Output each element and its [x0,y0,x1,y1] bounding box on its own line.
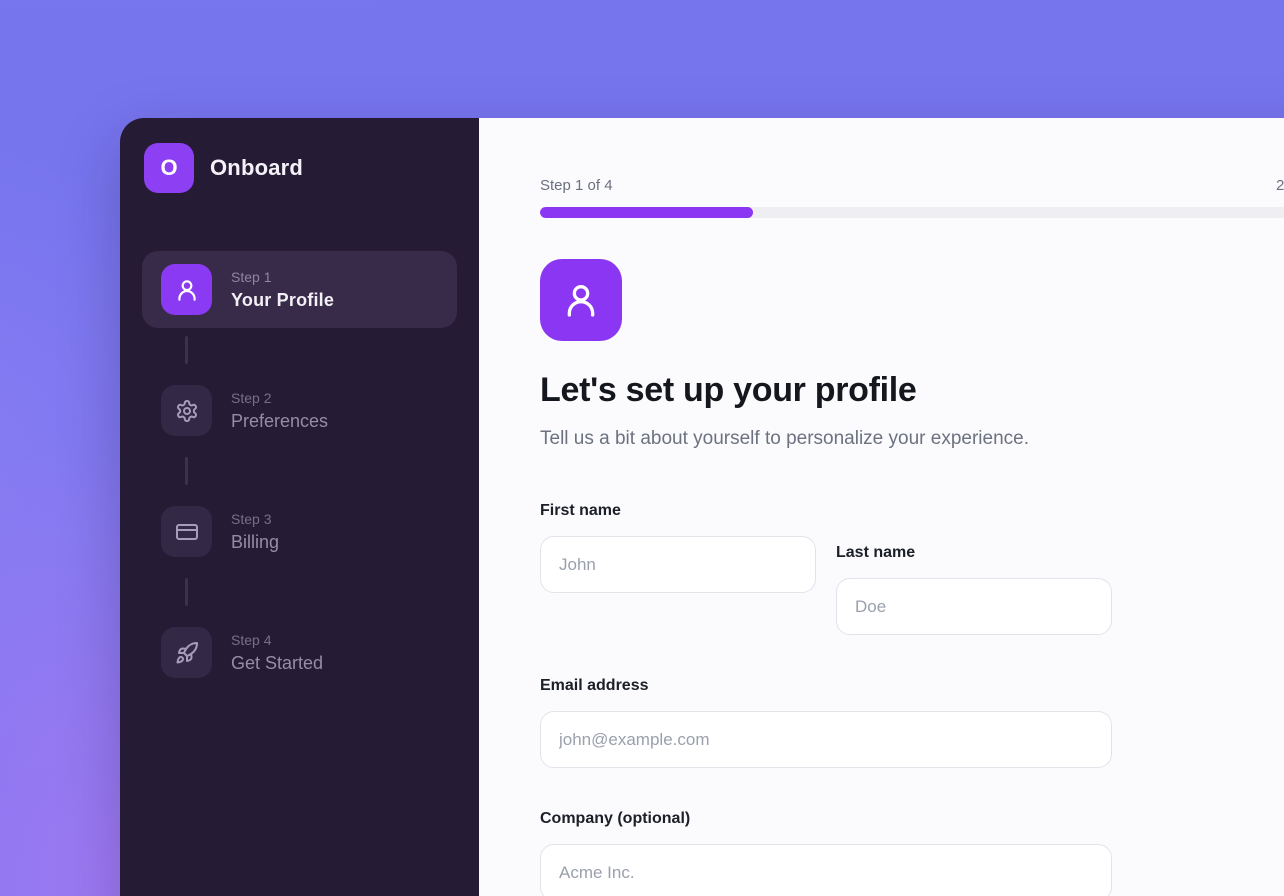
email-input[interactable] [540,711,1112,768]
step-title: Get Started [231,652,324,673]
sidebar-step-billing[interactable]: Step 3 Billing [142,493,457,570]
brand: O Onboard [142,143,457,193]
step-eyebrow: Step 4 [231,631,272,648]
sidebar-step-get-started[interactable]: Step 4 Get Started [142,614,457,691]
profile-form: First name Last name Email address Compa… [540,502,1284,896]
onboarding-card: O Onboard Step 1 Your Profile [120,118,1284,896]
progress-header: Step 1 of 4 25% [540,177,1284,194]
step-title: Your Profile [231,289,335,310]
step-connector [185,578,188,606]
user-icon [567,285,595,317]
app-logo: O [144,143,194,193]
step-title: Preferences [231,410,329,431]
sidebar-step-your-profile[interactable]: Step 1 Your Profile [142,251,457,328]
steps-nav: Step 1 Your Profile Step 2 Preferences [142,251,457,691]
step-connector [185,336,188,364]
company-label: Company (optional) [540,810,691,827]
credit-card-icon [161,506,212,557]
main-panel: Step 1 of 4 25% Let's set up your profil… [479,118,1284,896]
settings-gear-icon [161,385,212,436]
step-connector [185,457,188,485]
first-name-input[interactable] [540,536,816,593]
step-eyebrow: Step 3 [231,510,272,527]
last-name-label: Last name [836,544,916,561]
progress-step-label: Step 1 of 4 [540,177,613,194]
step-title: Billing [231,531,280,552]
app-title: Onboard [210,155,304,180]
page-subtitle: Tell us a bit about yourself to personal… [540,428,1029,449]
last-name-input[interactable] [836,578,1112,635]
email-label: Email address [540,677,649,694]
app-logo-letter: O [160,155,178,180]
progress-bar [540,207,1284,218]
page-title: Let's set up your profile [540,371,917,409]
profile-hero-icon [540,259,622,341]
first-name-label: First name [540,502,621,519]
step-eyebrow: Step 1 [231,268,272,285]
step-eyebrow: Step 2 [231,389,272,406]
sidebar-step-preferences[interactable]: Step 2 Preferences [142,372,457,449]
company-input[interactable] [540,844,1112,896]
user-icon [161,264,212,315]
progress-bar-fill [540,207,753,218]
sidebar: O Onboard Step 1 Your Profile [120,118,479,896]
rocket-icon [161,627,212,678]
progress-percent-label: 25% [1275,177,1284,194]
